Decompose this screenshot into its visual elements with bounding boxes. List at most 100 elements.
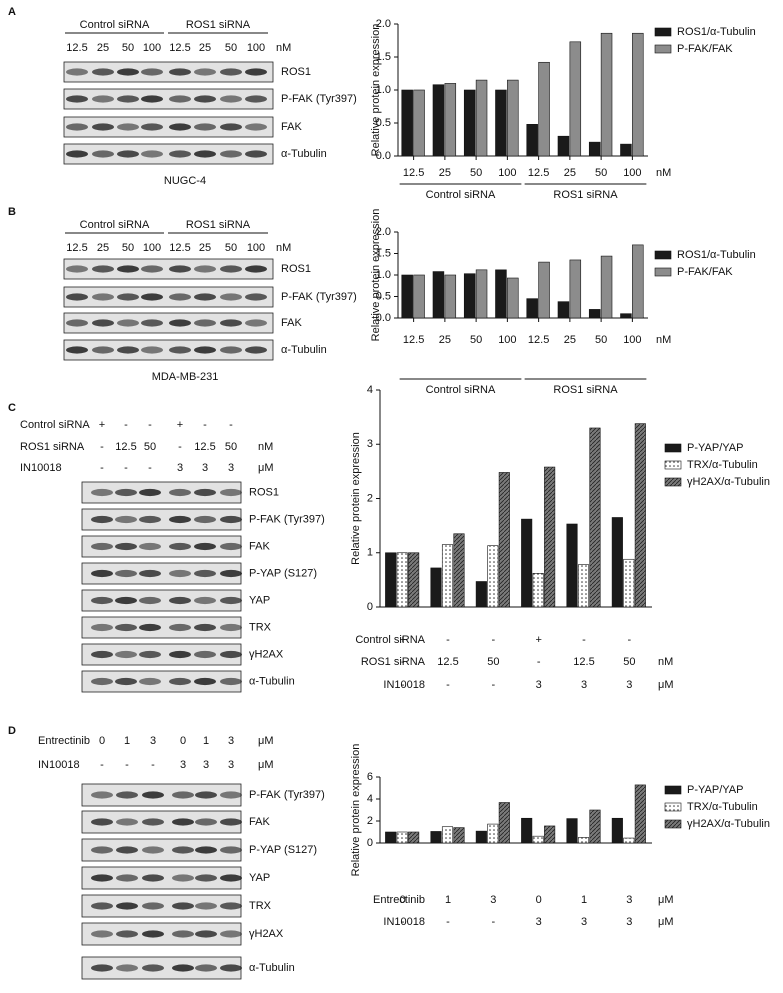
panel-label: B xyxy=(8,206,16,218)
legend-swatch xyxy=(654,27,672,37)
blot-band xyxy=(194,68,216,76)
bar xyxy=(600,32,613,157)
blot-band xyxy=(116,791,138,799)
blot-band xyxy=(66,265,88,273)
blot-label: FAK xyxy=(281,121,302,133)
treatment-value: 3 xyxy=(536,679,542,691)
blot-band xyxy=(91,596,113,605)
group-label: Control siRNA xyxy=(80,219,150,231)
y-tick-label: 2 xyxy=(367,492,373,504)
lane-label: 100 xyxy=(143,242,161,254)
group-label: Control siRNA xyxy=(426,189,496,201)
bar xyxy=(623,837,635,844)
panel-label: D xyxy=(8,725,16,737)
blot-band xyxy=(194,123,216,131)
blot-band xyxy=(116,818,138,826)
bar xyxy=(475,581,487,608)
unit-label: nM xyxy=(276,42,291,54)
treatment-value: 3 xyxy=(150,735,156,747)
blot-band xyxy=(169,596,191,605)
unit-label: nM xyxy=(258,441,273,453)
bar xyxy=(432,271,445,319)
bar xyxy=(544,825,556,844)
bar xyxy=(441,826,454,844)
blot-band xyxy=(141,293,163,301)
blot xyxy=(63,312,274,334)
legend-swatch xyxy=(654,44,672,54)
blot-band xyxy=(116,964,138,972)
bar xyxy=(632,32,644,157)
treatment-value: - xyxy=(100,759,104,771)
treatment-label: Control siRNA xyxy=(355,634,425,646)
blot-band xyxy=(116,846,138,854)
blot-band xyxy=(245,265,267,273)
treatment-value: 50 xyxy=(487,656,499,668)
blot-band xyxy=(139,542,161,551)
lane-label: 50 xyxy=(225,242,237,254)
unit-label: μM xyxy=(258,735,274,747)
bar xyxy=(611,817,623,844)
treatment-value: 1 xyxy=(203,735,209,747)
bar xyxy=(475,79,488,157)
lane-label: 25 xyxy=(199,242,211,254)
blot-band xyxy=(139,569,161,578)
treatment-value: 0 xyxy=(180,735,186,747)
bar xyxy=(430,567,442,608)
x-tick-label: 25 xyxy=(564,334,576,346)
panel-label: C xyxy=(8,402,16,414)
blot-band xyxy=(116,874,138,882)
treatment-value: - xyxy=(446,634,450,646)
blot-band xyxy=(92,123,114,131)
treatment-value: - xyxy=(151,759,155,771)
treatment-value: 3 xyxy=(581,916,587,928)
treatment-label: Entrectinib xyxy=(38,735,90,747)
blot-band xyxy=(194,488,216,497)
y-tick-label: 3 xyxy=(367,438,373,450)
blot-band xyxy=(220,677,242,686)
blot-band xyxy=(245,123,267,131)
blot-band xyxy=(116,902,138,910)
blot-band xyxy=(194,677,216,686)
treatment-value: 3 xyxy=(228,759,234,771)
lane-label: 50 xyxy=(122,42,134,54)
bar xyxy=(444,274,457,319)
blot-label: α-Tubulin xyxy=(281,344,327,356)
blot-band xyxy=(220,265,242,273)
treatment-value: + xyxy=(177,419,183,431)
blot-band xyxy=(91,930,113,938)
bar xyxy=(634,784,646,844)
blot-label: P-FAK (Tyr397) xyxy=(281,291,357,303)
treatment-value: 3 xyxy=(536,916,542,928)
blot-band xyxy=(142,902,164,910)
y-axis-label: Relative protein expression xyxy=(370,209,382,342)
unit-label: μM xyxy=(258,759,274,771)
legend-label: γH2AX/α-Tubulin xyxy=(687,476,770,488)
blot-band xyxy=(245,95,267,103)
unit-label: μM xyxy=(658,916,674,928)
blot-band xyxy=(117,319,139,327)
legend-swatch xyxy=(654,250,672,260)
lane-label: 50 xyxy=(122,242,134,254)
bar xyxy=(498,802,510,844)
unit-label: nM xyxy=(656,334,671,346)
blot-band xyxy=(220,902,242,910)
legend-swatch xyxy=(664,802,682,812)
blot-band xyxy=(141,265,163,273)
blot-band xyxy=(169,623,191,632)
y-axis-label: Relative protein expression xyxy=(350,744,362,877)
blot-band xyxy=(115,542,137,551)
y-tick-label: 0.5 xyxy=(376,117,391,129)
blot-band xyxy=(141,123,163,131)
x-tick-label: 100 xyxy=(498,167,516,179)
treatment-value: - xyxy=(627,634,631,646)
blot-band xyxy=(91,623,113,632)
treatment-value: - xyxy=(446,916,450,928)
legend-swatch xyxy=(664,460,682,470)
blot-band xyxy=(220,846,242,854)
legend-label: P-FAK/FAK xyxy=(677,43,733,55)
blot-band xyxy=(172,791,194,799)
blot-band xyxy=(91,677,113,686)
group-label: Control siRNA xyxy=(80,19,150,31)
blot-band xyxy=(220,293,242,301)
y-tick-label: 0 xyxy=(367,837,373,849)
